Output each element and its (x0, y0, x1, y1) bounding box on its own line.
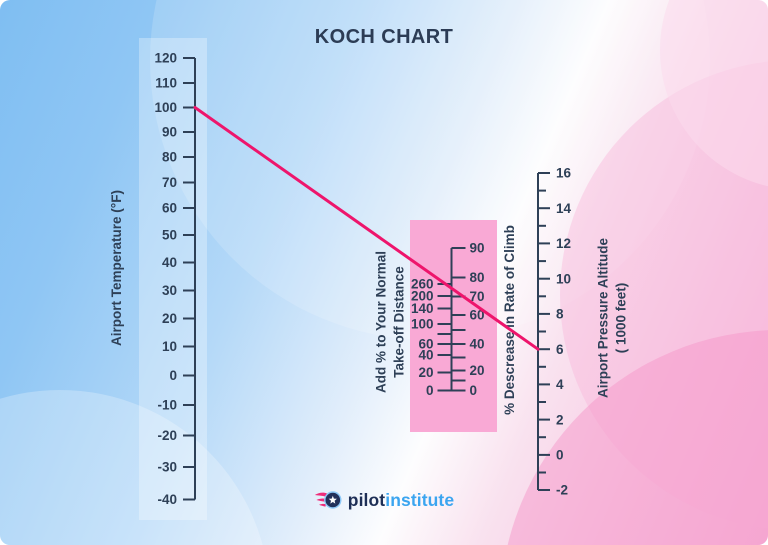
tick-label: 0 (470, 383, 478, 398)
tick-label: 20 (470, 363, 485, 378)
tick-label: -10 (157, 398, 177, 413)
tick-label: 30 (162, 283, 177, 298)
tick-label: -40 (157, 492, 177, 507)
tick-label: 20 (162, 311, 177, 326)
tick-label: 90 (162, 125, 177, 140)
tick-label: -30 (157, 460, 177, 475)
tick-label: 40 (162, 255, 177, 270)
tick-label: 12 (556, 236, 571, 251)
tick-label: 0 (426, 383, 434, 398)
tick-label: 60 (470, 308, 485, 323)
tick-label: 90 (470, 241, 485, 256)
tick-label: 20 (418, 365, 433, 380)
tick-label: 80 (470, 270, 485, 285)
tick-label: 70 (162, 175, 177, 190)
tick-label: 60 (418, 337, 433, 352)
tick-label: 40 (470, 337, 485, 352)
tick-label: 6 (556, 342, 564, 357)
pilot-institute-icon (314, 491, 342, 509)
scale-pressure-altitude: 16 14 12 10 8 6 4 2 0 -2 (537, 166, 572, 498)
tick-label: 70 (470, 289, 485, 304)
tick-label: -2 (556, 483, 568, 498)
tick-label: 200 (411, 289, 434, 304)
logo-text-pilot: pilot (347, 489, 386, 510)
tick-label: 60 (162, 201, 177, 216)
tick-label: -20 (157, 428, 177, 443)
tick-label: 100 (154, 100, 177, 115)
scale-climb-rate: 90 80 70 60 40 20 0 (450, 241, 485, 398)
tick-label: 50 (162, 228, 177, 243)
tick-label: 260 (411, 277, 434, 292)
tick-label: 80 (162, 150, 177, 165)
tick-label: 14 (556, 201, 572, 216)
tick-label: 4 (556, 377, 564, 392)
tick-label: 0 (556, 448, 564, 463)
solution-line (193, 106, 540, 351)
logo-wordmark: pilotinstitute (348, 490, 454, 511)
tick-label: 2 (556, 412, 564, 427)
tick-label: 100 (411, 317, 434, 332)
tick-label: 40 (418, 348, 433, 363)
tick-label: 8 (556, 307, 564, 322)
tick-label: 10 (162, 339, 177, 354)
tick-label: 0 (169, 368, 177, 383)
tick-label: 16 (556, 166, 572, 181)
tick-label: 110 (155, 76, 177, 91)
tick-label: 120 (154, 51, 177, 66)
logo-text-institute: institute (385, 489, 455, 510)
tick-label: 140 (411, 301, 434, 316)
chart-title: KOCH CHART (314, 26, 454, 48)
tick-label: 10 (556, 271, 571, 286)
pilot-institute-logo: pilotinstitute (314, 488, 454, 512)
